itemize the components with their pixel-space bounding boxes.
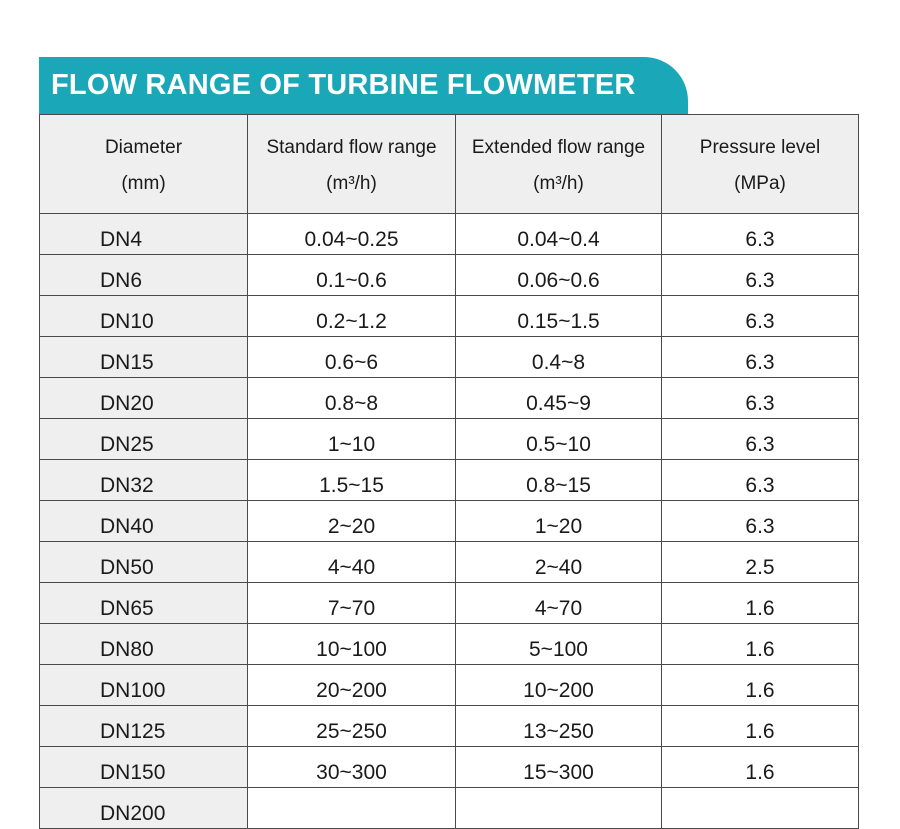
standard-flow-cell: 0.2~1.2	[247, 295, 456, 337]
table-row: DN150 30~300 15~300 1.6	[39, 746, 859, 788]
header-unit: (MPa)	[734, 173, 786, 194]
header-label: Diameter	[104, 137, 183, 158]
standard-flow-cell: 30~300	[247, 746, 456, 788]
extended-flow-cell: 0.15~1.5	[455, 295, 662, 337]
extended-flow-cell	[455, 787, 662, 829]
extended-flow-cell: 0.4~8	[455, 336, 662, 378]
diameter-cell: DN125	[39, 705, 248, 747]
pressure-cell	[661, 787, 859, 829]
diameter-cell: DN100	[39, 664, 248, 706]
diameter-cell: DN200	[39, 787, 248, 829]
table-row: DN25 1~10 0.5~10 6.3	[39, 418, 859, 460]
table-body: DN4 0.04~0.25 0.04~0.4 6.3 DN6 0.1~0.6 0.06~0.…	[39, 213, 859, 829]
table-row: DN50 4~40 2~40 2.5	[39, 541, 859, 583]
standard-flow-cell: 25~250	[247, 705, 456, 747]
diameter-cell: DN150	[39, 746, 248, 788]
table-row: DN65 7~70 4~70 1.6	[39, 582, 859, 624]
table-row: DN20 0.8~8 0.45~9 6.3	[39, 377, 859, 419]
table-row: DN4 0.04~0.25 0.04~0.4 6.3	[39, 213, 859, 255]
diameter-cell: DN15	[39, 336, 248, 378]
table-row: DN10 0.2~1.2 0.15~1.5 6.3	[39, 295, 859, 337]
standard-flow-cell: 1~10	[247, 418, 456, 460]
header-pressure-level: Pressure level (MPa)	[661, 114, 859, 214]
standard-flow-cell: 0.04~0.25	[247, 213, 456, 255]
extended-flow-cell: 0.8~15	[455, 459, 662, 501]
pressure-cell: 1.6	[661, 664, 859, 706]
diameter-cell: DN25	[39, 418, 248, 460]
header-label: Pressure level	[699, 137, 821, 158]
standard-flow-cell: 2~20	[247, 500, 456, 542]
standard-flow-cell: 1.5~15	[247, 459, 456, 501]
pressure-cell: 1.6	[661, 746, 859, 788]
extended-flow-cell: 13~250	[455, 705, 662, 747]
standard-flow-cell: 10~100	[247, 623, 456, 665]
diameter-cell: DN4	[39, 213, 248, 255]
extended-flow-cell: 1~20	[455, 500, 662, 542]
extended-flow-cell: 0.45~9	[455, 377, 662, 419]
table-row: DN6 0.1~0.6 0.06~0.6 6.3	[39, 254, 859, 296]
standard-flow-cell: 20~200	[247, 664, 456, 706]
extended-flow-cell: 0.5~10	[455, 418, 662, 460]
diameter-cell: DN40	[39, 500, 248, 542]
header-standard-flow-range: Standard flow range (m³/h)	[247, 114, 456, 214]
pressure-cell: 6.3	[661, 377, 859, 419]
table-row: DN125 25~250 13~250 1.6	[39, 705, 859, 747]
header-extended-flow-range: Extended flow range (m³/h)	[455, 114, 662, 214]
title-banner: FLOW RANGE OF TURBINE FLOWMETER	[39, 57, 688, 114]
pressure-cell: 1.6	[661, 705, 859, 747]
extended-flow-cell: 0.06~0.6	[455, 254, 662, 296]
standard-flow-cell: 0.8~8	[247, 377, 456, 419]
header-diameter: Diameter (mm)	[39, 114, 248, 214]
pressure-cell: 6.3	[661, 254, 859, 296]
pressure-cell: 6.3	[661, 418, 859, 460]
extended-flow-cell: 10~200	[455, 664, 662, 706]
table-row: DN100 20~200 10~200 1.6	[39, 664, 859, 706]
table-header-row: Diameter (mm) Standard flow range (m³/h)…	[39, 114, 859, 214]
pressure-cell: 6.3	[661, 295, 859, 337]
extended-flow-cell: 4~70	[455, 582, 662, 624]
standard-flow-cell: 7~70	[247, 582, 456, 624]
standard-flow-cell: 0.6~6	[247, 336, 456, 378]
pressure-cell: 1.6	[661, 582, 859, 624]
pressure-cell: 6.3	[661, 213, 859, 255]
pressure-cell: 6.3	[661, 500, 859, 542]
header-label: Extended flow range	[471, 137, 646, 158]
table-row: DN40 2~20 1~20 6.3	[39, 500, 859, 542]
page-title: FLOW RANGE OF TURBINE FLOWMETER	[51, 69, 636, 101]
standard-flow-cell: 0.1~0.6	[247, 254, 456, 296]
diameter-cell: DN10	[39, 295, 248, 337]
flow-range-table: Diameter (mm) Standard flow range (m³/h)…	[39, 114, 859, 829]
table-row: DN32 1.5~15 0.8~15 6.3	[39, 459, 859, 501]
diameter-cell: DN6	[39, 254, 248, 296]
header-unit: (m³/h)	[326, 173, 377, 194]
pressure-cell: 2.5	[661, 541, 859, 583]
extended-flow-cell: 0.04~0.4	[455, 213, 662, 255]
diameter-cell: DN80	[39, 623, 248, 665]
table-row: DN80 10~100 5~100 1.6	[39, 623, 859, 665]
extended-flow-cell: 5~100	[455, 623, 662, 665]
pressure-cell: 1.6	[661, 623, 859, 665]
table-row: DN15 0.6~6 0.4~8 6.3	[39, 336, 859, 378]
diameter-cell: DN65	[39, 582, 248, 624]
pressure-cell: 6.3	[661, 336, 859, 378]
diameter-cell: DN50	[39, 541, 248, 583]
standard-flow-cell	[247, 787, 456, 829]
extended-flow-cell: 15~300	[455, 746, 662, 788]
standard-flow-cell: 4~40	[247, 541, 456, 583]
diameter-cell: DN20	[39, 377, 248, 419]
pressure-cell: 6.3	[661, 459, 859, 501]
header-unit: (m³/h)	[533, 173, 584, 194]
header-unit: (mm)	[121, 173, 166, 194]
table-row: DN200	[39, 787, 859, 829]
extended-flow-cell: 2~40	[455, 541, 662, 583]
header-label: Standard flow range	[266, 137, 437, 158]
diameter-cell: DN32	[39, 459, 248, 501]
